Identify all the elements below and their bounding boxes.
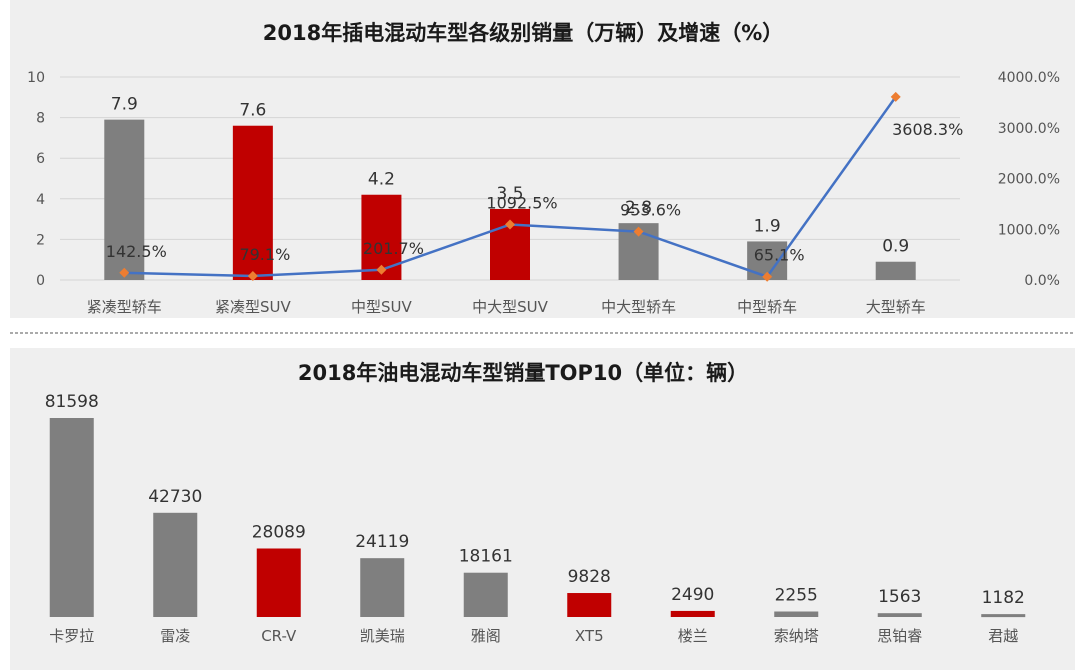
chart2-category-label: XT5 (575, 627, 604, 645)
chart2-bar (774, 611, 819, 617)
chart1-growth-marker (505, 219, 515, 230)
chart1-category-labels: 紧凑型轿车 紧凑型SUV 中型SUV 中大型SUV 中大型轿车 中型轿车 大型轿车 (87, 298, 926, 316)
chart2-bar (153, 512, 198, 617)
chart1-category-label: 大型轿车 (866, 298, 926, 316)
chart1-left-tick: 10 (27, 70, 45, 86)
chart1-left-tick: 8 (36, 111, 45, 127)
chart1-growth-marker (890, 91, 901, 102)
chart2-bar-value: 81598 (45, 392, 99, 412)
chart1-right-tick: 4000.0% (998, 70, 1060, 86)
chart1-growth-label: 3608.3% (892, 120, 963, 139)
chart1-bar (232, 125, 273, 280)
chart1-category-label: 紧凑型SUV (215, 298, 292, 316)
chart1-bar-value: 1.9 (754, 216, 781, 236)
chart1-bar-value: 7.6 (239, 101, 266, 121)
chart1-title: 2018年插电混动车型各级别销量（万辆）及增速（%） (263, 21, 784, 45)
chart1-left-axis: 0 2 4 6 8 10 (27, 70, 45, 289)
chart1-left-tick: 4 (36, 192, 45, 208)
chart1-bar-value: 3.5 (496, 184, 523, 204)
chart2-bar-value: 24119 (355, 532, 409, 552)
chart2-bar-value: 18161 (459, 547, 513, 567)
chart2-bar (567, 593, 612, 617)
plugin-hybrid-sales-chart: 2018年插电混动车型各级别销量（万辆）及增速（%） 0 2 4 6 8 10 0.0% 1… (10, 0, 1075, 318)
chart2-category-label: 雅阁 (471, 627, 501, 645)
chart1-growth-marker (119, 267, 130, 278)
chart2-bar-value-labels: 81598 42730 28089 24119 18161 9828 2490 2255 156… (45, 392, 1025, 608)
chart2-bar (670, 610, 715, 617)
chart2-bar (360, 558, 405, 617)
chart2-category-label: 楼兰 (678, 627, 708, 645)
chart2-bar-value: 28089 (252, 522, 306, 542)
hybrid-top10-sales-chart: 2018年油电混动车型销量TOP10（单位：辆） 81598 42730 28089… (10, 348, 1075, 670)
chart2-bar-value: 2490 (671, 585, 714, 605)
chart1-right-tick: 2000.0% (998, 172, 1060, 188)
chart1-growth-label: 1092.5% (486, 194, 557, 213)
chart2-category-label: 君越 (988, 627, 1018, 645)
chart1-category-label: 紧凑型轿车 (87, 298, 162, 316)
chart2-category-label: 雷凌 (160, 627, 190, 645)
chart1-growth-label: 79.1% (239, 245, 290, 264)
chart1-growth-marker (247, 270, 258, 281)
chart2-category-label: 索纳塔 (774, 627, 819, 645)
chart2-bar (981, 614, 1026, 618)
chart2-bars (49, 418, 1026, 618)
chart1-bar (104, 119, 145, 280)
chart2-category-label: CR-V (261, 627, 297, 645)
chart2-category-label: 思铂睿 (877, 627, 922, 645)
chart2-bar-value: 1182 (982, 588, 1025, 608)
chart1-growth-label: 142.5% (106, 242, 167, 261)
chart2-bar-value: 2255 (775, 586, 818, 606)
chart1-growth-label: 953.6% (620, 201, 681, 220)
chart1-bar-value: 7.9 (111, 95, 138, 115)
chart1-bars (104, 119, 916, 280)
chart1-bar-value: 2.8 (625, 198, 652, 218)
chart1-growth-marker (376, 264, 387, 275)
chart1-bar-value-labels: 7.9 7.6 4.2 3.5 2.8 1.9 0.9 (111, 95, 909, 257)
chart2-bar-value: 42730 (148, 487, 202, 507)
chart2-background (10, 348, 1075, 670)
chart1-category-label: 中大型轿车 (601, 298, 676, 316)
chart1-bar (875, 261, 916, 280)
chart1-left-tick: 0 (36, 273, 45, 289)
chart2-category-label: 卡罗拉 (49, 627, 94, 645)
chart1-bar-value: 4.2 (368, 170, 395, 190)
chart1-bar-value: 0.9 (882, 237, 909, 257)
chart1-category-label: 中大型SUV (472, 298, 549, 316)
chart2-bar (463, 572, 508, 617)
chart1-category-label: 中型轿车 (737, 298, 797, 316)
chart2-bar (877, 613, 922, 617)
chart1-growth-label: 65.1% (754, 246, 805, 265)
chart1-category-label: 中型SUV (351, 298, 413, 316)
chart1-growth-marker (762, 271, 773, 282)
chart2-title: 2018年油电混动车型销量TOP10（单位：辆） (298, 361, 748, 385)
chart1-right-tick: 1000.0% (998, 222, 1060, 238)
chart1-right-tick: 3000.0% (998, 121, 1060, 137)
chart2-category-labels: 卡罗拉 雷凌 CR-V 凯美瑞 雅阁 XT5 楼兰 索纳塔 思铂睿 君越 (49, 627, 1018, 645)
chart1-growth-marker (633, 226, 644, 237)
chart2-bar-value: 1563 (878, 587, 921, 607)
chart1-growth-labels: 142.5% 79.1% 201.7% 1092.5% 953.6% 65.1% 3608.… (106, 120, 964, 265)
chart2-bar (256, 548, 301, 617)
chart1-left-tick: 6 (36, 151, 45, 167)
chart2-bar-value: 9828 (568, 567, 611, 587)
chart1-growth-label: 201.7% (363, 239, 424, 258)
chart1-growth-line (119, 91, 901, 282)
chart2-bar (49, 418, 94, 617)
chart1-right-axis: 0.0% 1000.0% 2000.0% 3000.0% 4000.0% (998, 70, 1060, 289)
chart1-right-tick: 0.0% (1024, 273, 1060, 289)
chart1-left-tick: 2 (36, 232, 45, 248)
chart2-category-label: 凯美瑞 (360, 627, 405, 645)
